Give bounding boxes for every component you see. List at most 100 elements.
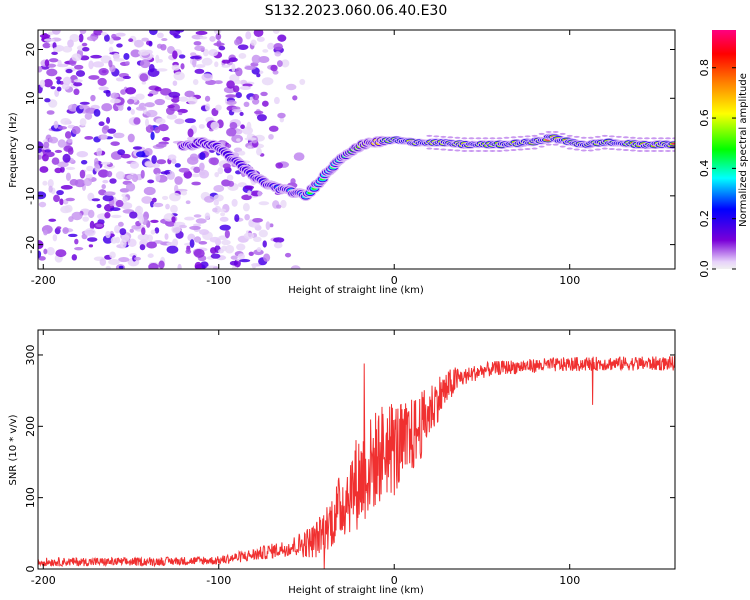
noise-blob (273, 242, 283, 249)
snr-x-ticks: -200 -100 0 100 (31, 330, 580, 587)
noise-blob (270, 64, 278, 72)
ridge-sidelobe (657, 149, 664, 152)
noise-blob (67, 138, 73, 144)
noise-blob (144, 102, 155, 108)
ridge-sidelobe (433, 135, 440, 138)
noise-blob (224, 244, 235, 254)
noise-blob (235, 92, 242, 99)
noise-blob (51, 30, 61, 35)
noise-blob (238, 150, 246, 156)
noise-blob (244, 213, 250, 221)
noise-blob (226, 80, 235, 89)
noise-blob (93, 30, 103, 36)
noise-blob (223, 86, 236, 94)
noise-blob (299, 78, 306, 86)
noise-blob (251, 263, 257, 269)
noise-blob (118, 221, 124, 227)
noise-blob (81, 42, 88, 47)
noise-blob (119, 239, 127, 248)
noise-blob (110, 92, 119, 99)
noise-blob (79, 169, 86, 179)
noise-blob (118, 257, 130, 263)
noise-blob (274, 51, 282, 57)
noise-blob (195, 30, 208, 36)
noise-blob (154, 98, 166, 106)
ridge-sidelobe (503, 149, 510, 152)
noise-blob (65, 197, 75, 202)
ridge-sidelobe (622, 148, 629, 151)
noise-blob (148, 40, 153, 47)
noise-blob (222, 163, 231, 169)
noise-blob (74, 179, 86, 188)
noise-blob (217, 167, 224, 175)
noise-blob (115, 77, 125, 82)
noise-blob (232, 85, 240, 93)
noise-blob (213, 199, 219, 206)
noise-blob (160, 43, 167, 51)
noise-blob (54, 167, 63, 174)
x-tick-label: -200 (31, 574, 56, 587)
ridge-sidelobe (587, 136, 594, 139)
y-tick-label: -20 (24, 236, 37, 254)
noise-blob (43, 141, 50, 149)
noise-blob (108, 258, 120, 265)
noise-blob (253, 249, 264, 256)
noise-blob (290, 178, 296, 185)
noise-blob (52, 46, 63, 53)
noise-blob (156, 32, 164, 39)
noise-blob (194, 261, 202, 269)
noise-blob (45, 151, 55, 158)
noise-blob (235, 67, 243, 77)
x-tick-label: -200 (31, 274, 56, 287)
ridge-sidelobe (524, 148, 531, 151)
noise-blob (56, 86, 62, 92)
noise-blob (48, 99, 58, 108)
ridge-sidelobe (573, 148, 580, 151)
noise-blob (115, 32, 126, 37)
colorbar: 0.0 0.2 0.4 0.6 0.8 Normalized spectral ampl… (698, 30, 749, 278)
noise-blob (147, 253, 154, 258)
noise-blob (51, 51, 58, 56)
noise-blob (191, 181, 201, 186)
noise-blob (160, 88, 172, 96)
noise-blob (141, 37, 149, 42)
noise-blob (172, 80, 178, 86)
noise-blob (56, 189, 64, 196)
noise-blob (104, 34, 110, 42)
ridge-sidelobe (615, 135, 622, 138)
noise-blob (122, 196, 128, 203)
ridge-sidelobe (517, 135, 524, 138)
noise-blob (87, 209, 95, 219)
ridge-sidelobe (672, 149, 675, 152)
ridge-sidelobe (587, 149, 594, 152)
noise-blob (227, 180, 235, 187)
noise-blob (84, 135, 94, 140)
noise-blob (229, 260, 238, 266)
noise-blob (205, 103, 211, 111)
noise-blob (243, 232, 255, 240)
noise-blob (185, 200, 191, 205)
noise-blob (247, 145, 252, 150)
noise-blob (60, 118, 71, 125)
noise-blob (256, 73, 261, 78)
noise-blob (253, 236, 262, 243)
noise-blob (126, 174, 133, 180)
ridge-sidelobe (468, 137, 475, 140)
noise-blob (96, 147, 103, 157)
noise-blob (150, 229, 156, 235)
noise-blob (133, 117, 141, 125)
noise-blob (109, 251, 116, 259)
noise-blob (109, 178, 117, 184)
noise-blob (135, 93, 145, 100)
noise-blob (167, 104, 175, 109)
x-tick-label: 100 (559, 274, 580, 287)
noise-blob (79, 105, 84, 110)
noise-blob (193, 248, 205, 258)
ridge-sidelobe (608, 135, 615, 138)
noise-blob (74, 246, 84, 251)
noise-blob (158, 123, 169, 132)
noise-blob (43, 78, 53, 88)
noise-blob (125, 61, 130, 65)
x-tick-label: -100 (206, 574, 231, 587)
noise-blob (73, 82, 83, 87)
